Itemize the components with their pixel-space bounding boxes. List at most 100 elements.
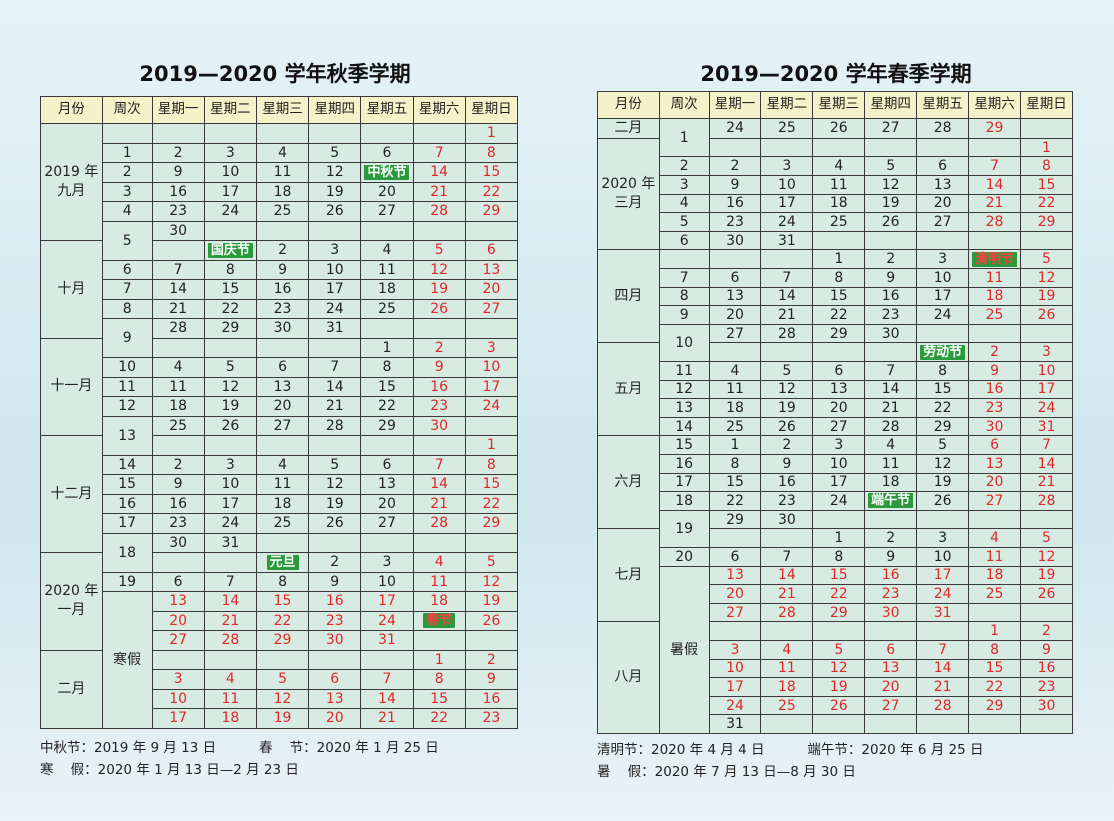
calendar-row: 17 15 16 17 18 19 20 21: [598, 472, 1073, 493]
day-cell: 1: [464, 435, 519, 456]
day-cell: 15: [255, 591, 310, 612]
day-cell: 8: [360, 357, 414, 378]
day-cell: 15: [968, 658, 1022, 679]
day-cell: 11: [203, 688, 257, 709]
day-cell: 20: [708, 584, 762, 604]
day-cell: 14: [968, 175, 1022, 195]
day-cell: 11: [812, 175, 866, 195]
day-cell: 31: [1020, 416, 1073, 437]
column-header: 星期四: [308, 96, 362, 124]
day-cell: 8: [968, 639, 1022, 660]
holiday-badge-cell: 清明节: [968, 249, 1022, 270]
day-cell: 12: [464, 571, 519, 592]
day-cell: 21: [151, 298, 205, 319]
day-cell: 9: [760, 453, 814, 474]
day-cell: 7: [360, 669, 414, 690]
holiday-badge-cell: 元旦: [255, 552, 310, 573]
holiday-badge-cell: 中秋节: [360, 162, 414, 183]
day-cell: [151, 337, 205, 358]
calendar-row: 19 29 30: [598, 509, 1073, 548]
day-cell: 5: [308, 454, 362, 475]
day-cell: 4: [760, 639, 814, 660]
day-cell: 27: [708, 602, 762, 623]
day-cell: 10: [708, 658, 762, 679]
day-cell: 24: [708, 695, 762, 716]
day-cell: 13: [360, 474, 414, 495]
day-cell: 21: [308, 396, 362, 417]
day-cell: [151, 649, 205, 670]
day-cell: 29: [464, 201, 519, 222]
column-header: 星期日: [1020, 91, 1073, 119]
day-cell: 19: [255, 708, 310, 729]
day-cell: 8: [464, 454, 519, 475]
spring-notes: 清明节：2020 年 4 月 4 日 端午节：2020 年 6 月 25 日 暑…: [597, 739, 983, 783]
day-cell: 9: [151, 474, 205, 495]
column-header: 周次: [101, 96, 153, 124]
day-cell: [412, 318, 466, 339]
day-cell: 27: [360, 513, 414, 534]
calendar-row: 2020 年 三月 1: [597, 137, 1073, 251]
day-cell: 22: [464, 181, 519, 202]
calendar-row: 20 21 22 23 24 25 26: [598, 584, 1073, 604]
day-cell: 13: [708, 286, 762, 307]
day-cell: [864, 137, 918, 158]
day-cell: 20: [864, 677, 918, 697]
day-cell: 22: [916, 398, 970, 418]
week-number: 5: [658, 212, 710, 232]
day-cell: 14: [864, 379, 918, 400]
day-cell: 6: [812, 361, 866, 381]
week-number: 9: [658, 305, 710, 325]
day-cell: 13: [916, 175, 970, 195]
calendar-row: 八月 1 2: [597, 621, 1073, 734]
day-cell: 31: [708, 714, 762, 734]
day-cell: 2: [151, 142, 205, 163]
day-cell: 28: [412, 201, 466, 222]
day-cell: 16: [708, 193, 762, 214]
day-cell: [203, 552, 257, 573]
day-cell: 12: [1020, 268, 1073, 288]
calendar-row: 8 13 14 15 16 17 18 19: [598, 286, 1073, 307]
day-cell: 20: [812, 398, 866, 418]
day-cell: 27: [916, 212, 970, 232]
day-cell: 22: [412, 708, 466, 729]
week-number: 1: [658, 117, 710, 158]
day-cell: 1: [812, 249, 866, 270]
day-cell: [708, 528, 762, 548]
day-cell: 16: [1020, 658, 1073, 679]
day-cell: 15: [464, 474, 519, 495]
calendar-row: 12 11 12 13 14 15 16 17: [598, 379, 1073, 400]
day-cell: [151, 552, 205, 573]
day-cell: 4: [360, 240, 414, 261]
day-cell: [864, 509, 918, 530]
calendar-row: 13 25 26 27 28 29 30: [41, 415, 519, 456]
day-cell: 30: [1020, 695, 1073, 716]
week-number: 10: [658, 323, 710, 363]
calendar-row: 17 23 24 25 26 27 28 29: [41, 513, 519, 534]
day-cell: 13: [812, 379, 866, 400]
day-cell: [308, 123, 362, 144]
day-cell: 21: [760, 584, 814, 604]
day-cell: 17: [151, 708, 205, 729]
day-cell: 10: [360, 571, 414, 592]
day-cell: 30: [412, 415, 466, 436]
day-cell: 14: [151, 279, 205, 300]
week-number: 7: [658, 268, 710, 288]
day-cell: 1: [708, 435, 762, 455]
day-cell: 1: [1020, 137, 1073, 158]
day-cell: 2: [255, 240, 310, 261]
calendar-row: 20 21 22 23 24 春节 26: [41, 610, 519, 631]
day-cell: 17: [308, 279, 362, 300]
day-cell: 25: [151, 415, 205, 436]
day-cell: 4: [255, 454, 310, 475]
day-cell: 17: [812, 472, 866, 493]
day-cell: 27: [864, 695, 918, 716]
day-cell: 30: [255, 318, 310, 339]
day-cell: [464, 630, 519, 651]
day-cell: 24: [203, 201, 257, 222]
day-cell: 28: [968, 212, 1022, 232]
day-cell: 21: [412, 181, 466, 202]
week-number: 12: [101, 396, 153, 417]
day-cell: 6: [464, 240, 519, 261]
holiday-badge: 春节: [423, 613, 456, 629]
day-cell: 24: [308, 298, 362, 319]
